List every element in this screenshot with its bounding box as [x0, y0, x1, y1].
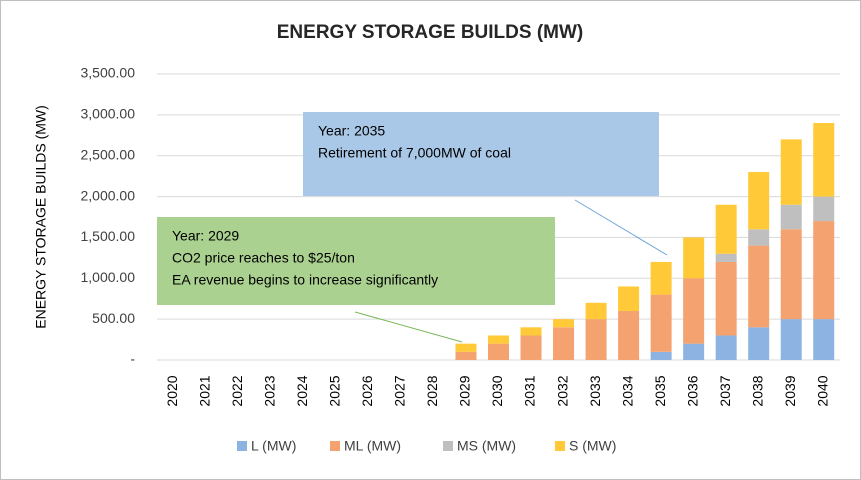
x-tick-label: 2031: [522, 375, 538, 406]
legend-label: L (MW): [251, 438, 296, 454]
annotation-box: [157, 217, 555, 305]
y-tick-label: 2,500.00: [81, 146, 136, 162]
bar-segment: [455, 351, 477, 360]
y-tick-label: 2,000.00: [81, 187, 136, 203]
x-tick-label: 2028: [424, 375, 440, 406]
annotation-text: Retirement of 7,000MW of coal: [318, 145, 511, 161]
y-tick-label: 3,000.00: [81, 106, 136, 122]
bar-segment: [813, 123, 835, 197]
bar-segment: [780, 319, 802, 360]
bar-segment: [715, 261, 737, 336]
bar-segment: [585, 319, 607, 360]
y-tick-label: 500.00: [92, 310, 135, 326]
bar-segment: [520, 335, 542, 360]
bar-segment: [650, 294, 672, 352]
y-tick-label: 1,500.00: [81, 228, 136, 244]
x-tick-label: 2021: [196, 375, 212, 406]
bar-segment: [813, 221, 835, 320]
x-tick-label: 2027: [392, 375, 408, 406]
bar-segment: [520, 327, 542, 336]
annotation-text: Year: 2029: [172, 228, 239, 244]
annotation-text: Year: 2035: [318, 123, 385, 139]
bar-segment: [813, 319, 835, 360]
bar-segment: [618, 286, 640, 311]
chart-title: ENERGY STORAGE BUILDS (MW): [277, 22, 583, 43]
x-tick-label: 2029: [457, 375, 473, 406]
bar-segment: [553, 319, 575, 328]
bar-segment: [683, 278, 705, 344]
bar-segment: [650, 261, 672, 295]
x-tick-label: 2035: [652, 375, 668, 406]
bar-segment: [488, 335, 509, 344]
x-tick-label: 2037: [717, 375, 733, 406]
bar-segment: [748, 229, 770, 246]
x-tick-label: 2038: [749, 375, 765, 406]
bar-segment: [748, 245, 770, 328]
bar-segment: [715, 204, 737, 254]
annotation-connector: [354, 311, 463, 343]
bar-segment: [813, 196, 835, 222]
bar-segment: [748, 327, 770, 360]
bar-segment: [780, 139, 802, 205]
bar-segment: [618, 310, 640, 360]
bar-segment: [683, 343, 705, 360]
bar-segment: [748, 172, 770, 230]
bar-segment: [683, 237, 705, 279]
legend-swatch: [330, 441, 340, 451]
x-tick-label: 2024: [294, 375, 310, 406]
x-tick-label: 2030: [489, 375, 505, 406]
y-axis-label: ENERGY STORAGE BUILDS (MW): [33, 105, 49, 329]
bar-segment: [715, 253, 737, 262]
x-tick-label: 2036: [684, 375, 700, 406]
legend-label: S (MW): [569, 438, 616, 454]
bar-segment: [488, 343, 509, 360]
x-tick-label: 2025: [327, 375, 343, 406]
y-tick-label: 3,500.00: [81, 65, 136, 81]
x-tick-label: 2032: [554, 375, 570, 406]
annotation-text: EA revenue begins to increase significan…: [172, 272, 438, 288]
y-tick-label: 1,000.00: [81, 269, 136, 285]
x-tick-label: 2033: [587, 375, 603, 406]
legend-swatch: [443, 441, 453, 451]
legend-swatch: [555, 441, 565, 451]
bar-segment: [780, 204, 802, 230]
bar-segment: [553, 327, 575, 360]
x-tick-label: 2023: [262, 375, 278, 406]
bar-segment: [455, 343, 477, 352]
x-tick-label: 2022: [229, 375, 245, 406]
legend-label: ML (MW): [344, 438, 401, 454]
x-tick-label: 2034: [619, 375, 635, 406]
bar-segment: [715, 335, 737, 360]
annotation-box: [303, 112, 659, 196]
bar-segment: [780, 229, 802, 320]
annotation-text: CO2 price reaches to $25/ton: [172, 250, 355, 266]
annotation-connector: [574, 199, 668, 256]
x-tick-label: 2040: [814, 375, 830, 406]
x-tick-label: 2026: [359, 375, 375, 406]
bar-segment: [585, 302, 607, 320]
bar-segment: [650, 351, 672, 360]
legend-swatch: [237, 441, 247, 451]
x-tick-label: 2039: [782, 375, 798, 406]
legend-label: MS (MW): [457, 438, 516, 454]
y-tick-label: -: [130, 351, 135, 367]
x-tick-label: 2020: [164, 375, 180, 406]
